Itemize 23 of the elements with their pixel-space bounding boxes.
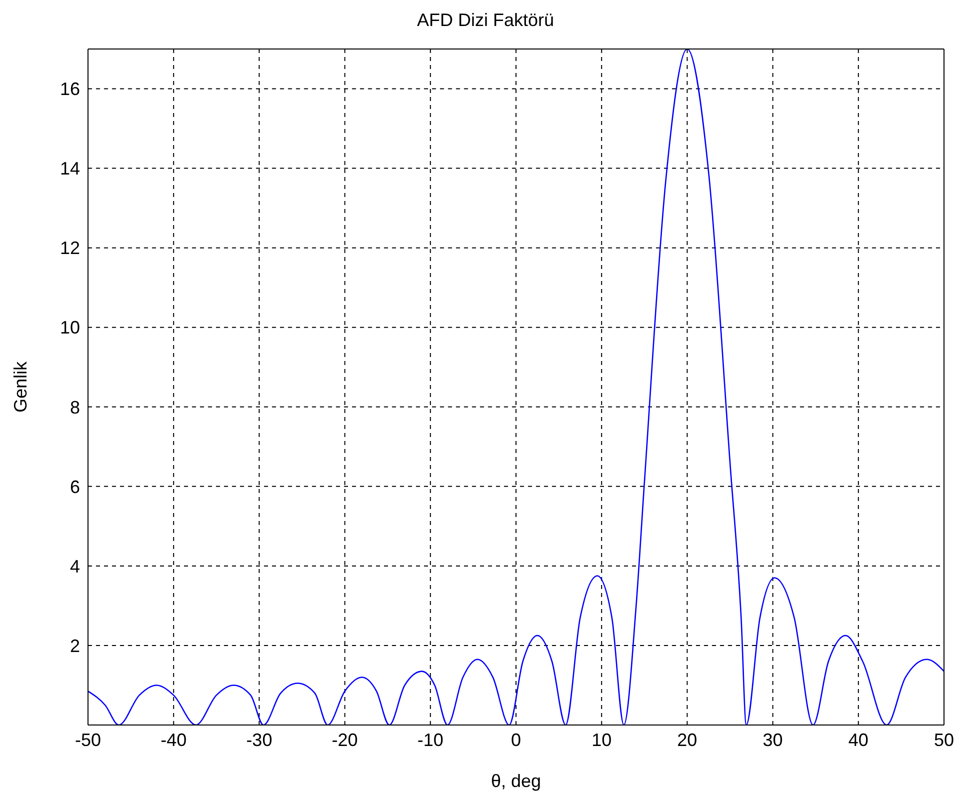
- x-tick-label: -40: [160, 730, 187, 750]
- x-tick-label: -10: [417, 730, 444, 750]
- y-axis-title: Genlik: [10, 360, 30, 413]
- y-tick-label: 6: [70, 476, 80, 497]
- line-series: [88, 49, 944, 725]
- y-tick-label: 16: [60, 79, 80, 100]
- y-tick-label: 4: [70, 556, 80, 576]
- x-tick-label: 10: [592, 730, 612, 750]
- x-tick-label: 50: [934, 730, 954, 750]
- x-tick-label: 40: [848, 730, 868, 750]
- x-tick-label: -50: [74, 730, 102, 750]
- x-tick-label: 30: [762, 730, 783, 750]
- x-tick-label: 0: [510, 730, 522, 750]
- x-axis-title: θ, deg: [490, 771, 542, 791]
- x-tick-label: -30: [246, 730, 272, 750]
- x-tick-label: 20: [677, 730, 698, 750]
- y-tick-label: 12: [60, 238, 80, 258]
- y-tick-label: 8: [70, 397, 80, 418]
- y-tick-label: 14: [60, 158, 80, 179]
- y-tick-label: 10: [60, 318, 80, 338]
- chart-title: AFD Dizi Faktörü: [416, 10, 556, 31]
- x-tick-label: -20: [332, 730, 358, 750]
- y-tick-label: 2: [70, 636, 80, 656]
